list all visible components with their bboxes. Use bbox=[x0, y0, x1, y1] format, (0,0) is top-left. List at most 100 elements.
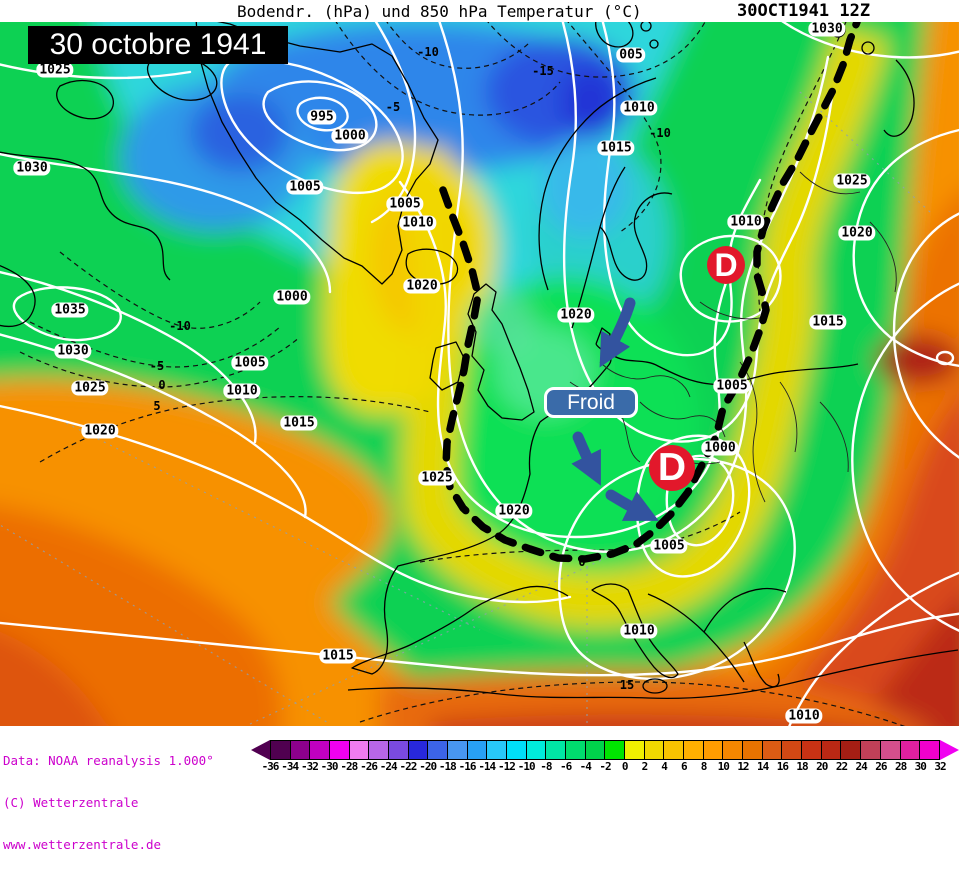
colorbar-tick-label: -2 bbox=[599, 760, 611, 773]
temperature-contour-label: -15 bbox=[532, 64, 554, 78]
map-graphic bbox=[0, 22, 959, 726]
colorbar-cell bbox=[349, 741, 370, 759]
colorbar-cell bbox=[900, 741, 921, 759]
credit-line-copyright: (C) Wetterzentrale bbox=[3, 795, 139, 810]
colorbar-cell bbox=[821, 741, 842, 759]
colorbar-cell bbox=[880, 741, 901, 759]
temperature-colorbar bbox=[270, 740, 940, 760]
pressure-label: 1010 bbox=[223, 383, 261, 399]
pressure-label: 1020 bbox=[403, 278, 441, 294]
pressure-label: 1005 bbox=[386, 196, 424, 212]
footer: Data: NOAA reanalysis 1.000° (C) Wetterz… bbox=[0, 726, 959, 852]
colorbar-cell bbox=[448, 741, 468, 759]
pressure-label: 1010 bbox=[620, 623, 658, 639]
map-label-layer: 1025 995 1000 1030 1005 1005 1010 1020 1000 1035 1… bbox=[0, 22, 959, 726]
pressure-label: 1000 bbox=[701, 440, 739, 456]
colorbar-tick-label: -20 bbox=[419, 760, 437, 773]
latlon-grid bbox=[0, 91, 931, 725]
colorbar-tick-label: 12 bbox=[737, 760, 749, 773]
colorbar-tick-label: 32 bbox=[934, 760, 946, 773]
pressure-label: 1030 bbox=[808, 22, 846, 37]
colorbar-tick-label: 26 bbox=[875, 760, 887, 773]
temperature-contour-label: 0 bbox=[578, 555, 586, 569]
colorbar-tick-label: 24 bbox=[855, 760, 868, 773]
low-pressure-marker: D bbox=[707, 246, 745, 284]
temperature-contour-label: 0 bbox=[158, 378, 166, 392]
colorbar-tick-label: -34 bbox=[281, 760, 299, 773]
pressure-label: 1020 bbox=[557, 307, 595, 323]
colorbar-cell bbox=[310, 741, 331, 759]
colorbar-cell bbox=[330, 741, 350, 759]
pressure-label: 1020 bbox=[495, 503, 533, 519]
colorbar-tick-label: 18 bbox=[796, 760, 808, 773]
colorbar-tick-label: -32 bbox=[300, 760, 319, 773]
colorbar-tick-label: -6 bbox=[559, 760, 572, 773]
colorbar-cell bbox=[487, 741, 508, 759]
colorbar-tick-label: -10 bbox=[517, 760, 536, 773]
pressure-label: 1025 bbox=[71, 380, 109, 396]
pressure-label: 005 bbox=[616, 47, 646, 63]
pressure-label: 1020 bbox=[838, 225, 876, 241]
pressure-label: 1025 bbox=[36, 62, 74, 78]
pressure-label: 1015 bbox=[809, 314, 847, 330]
temperature-contours bbox=[19, 22, 906, 726]
colorbar-right-arrow bbox=[940, 740, 959, 760]
colorbar-tick-label: -26 bbox=[360, 760, 378, 773]
pressure-label: 1005 bbox=[286, 179, 324, 195]
colorbar-cell bbox=[428, 741, 449, 759]
pressure-label: 1010 bbox=[785, 708, 823, 724]
temperature-contour-label: -10 bbox=[417, 45, 439, 59]
colorbar-cell bbox=[644, 741, 665, 759]
cold-advection-arrows bbox=[571, 297, 659, 521]
colorbar-tick-label: 6 bbox=[681, 760, 688, 773]
colorbar-cell bbox=[841, 741, 862, 759]
colorbar-cell bbox=[271, 741, 291, 759]
colorbar-tick-label: -18 bbox=[438, 760, 457, 773]
colorbar-cell bbox=[467, 741, 488, 759]
colorbar-tick-label: 4 bbox=[661, 760, 668, 773]
colorbar-tick-label: 30 bbox=[914, 760, 927, 773]
colorbar-cell bbox=[762, 741, 783, 759]
colorbar-cell bbox=[290, 741, 311, 759]
colorbar-tick-label: 0 bbox=[621, 760, 629, 773]
credit-line-website[interactable]: www.wetterzentrale.de bbox=[3, 837, 162, 852]
pressure-label: 1030 bbox=[54, 343, 92, 359]
colorbar-tick-label: -24 bbox=[379, 760, 398, 773]
colorbar-tick-label: -22 bbox=[399, 760, 418, 773]
colorbar-tick-label: 28 bbox=[894, 760, 907, 773]
credits: Data: NOAA reanalysis 1.000° (C) Wetterz… bbox=[3, 726, 214, 880]
colorbar-tick-label: 14 bbox=[757, 760, 769, 773]
colorbar-cell bbox=[408, 741, 429, 759]
temperature-contour-label: -10 bbox=[649, 126, 671, 140]
colorbar-cell bbox=[625, 741, 645, 759]
colorbar-cell bbox=[861, 741, 881, 759]
low-pressure-marker: D bbox=[649, 445, 695, 491]
pressure-label: 1005 bbox=[650, 538, 688, 554]
colorbar-cell bbox=[585, 741, 606, 759]
cold-label: Froid bbox=[544, 387, 638, 418]
pressure-label: 1010 bbox=[620, 100, 658, 116]
pressure-label: 1015 bbox=[280, 415, 318, 431]
weather-map: 1025 995 1000 1030 1005 1005 1010 1020 1000 1035 1… bbox=[0, 22, 959, 726]
colorbar-tick-label: 10 bbox=[717, 760, 730, 773]
pressure-label: 1025 bbox=[833, 173, 871, 189]
temperature-contour-label: -5 bbox=[149, 359, 165, 373]
temperature-contour-label: -10 bbox=[169, 319, 191, 333]
map-datestamp: 30OCT1941 12Z bbox=[737, 1, 871, 21]
colorbar-tick-label: 22 bbox=[835, 760, 848, 773]
title-bar: Bodendr. (hPa) und 850 hPa Temperatur (°… bbox=[0, 0, 959, 22]
pressure-label: 1000 bbox=[273, 289, 311, 305]
colorbar-cell bbox=[782, 741, 803, 759]
pressure-label: 1030 bbox=[13, 160, 51, 176]
colorbar-cell bbox=[802, 741, 822, 759]
pressure-label: 1020 bbox=[81, 423, 119, 439]
colorbar-left-arrow bbox=[251, 740, 270, 760]
temperature-contour-label: 5 bbox=[153, 399, 161, 413]
colorbar-tick-label: 20 bbox=[816, 760, 828, 773]
colorbar-tick-label: 2 bbox=[641, 760, 649, 773]
colorbar-cell bbox=[507, 741, 527, 759]
pressure-label: 1035 bbox=[51, 302, 89, 318]
pressure-label: 995 bbox=[307, 109, 337, 125]
pressure-label: 1015 bbox=[319, 648, 357, 664]
colorbar-cell bbox=[920, 741, 939, 759]
